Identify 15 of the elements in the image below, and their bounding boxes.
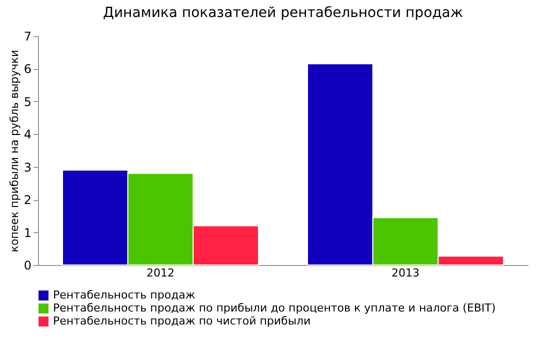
legend-label: Рентабельность продаж <box>53 288 196 302</box>
y-tick-label: 0 <box>24 258 32 272</box>
y-tick-label: 7 <box>24 30 32 44</box>
chart-title: Динамика показателей рентабельности продаж <box>102 5 464 21</box>
y-tick-label: 3 <box>24 160 32 174</box>
y-tick-label: 6 <box>24 62 32 76</box>
y-axis-title: копеек прибыли на рубль выручки <box>8 50 21 252</box>
y-tick-label: 4 <box>24 128 32 142</box>
x-tick-label: 2012 <box>146 266 174 280</box>
legend-label: Рентабельность продаж по чистой прибыли <box>53 314 311 328</box>
legend-label: Рентабельность продаж по прибыли до процентов к уплате и налога (EBIT) <box>53 302 496 314</box>
y-tick-label: 5 <box>24 94 32 109</box>
x-tick-label: 2013 <box>392 266 420 280</box>
y-tick-label: 1 <box>24 226 32 240</box>
y-tick-label: 2 <box>24 193 32 208</box>
